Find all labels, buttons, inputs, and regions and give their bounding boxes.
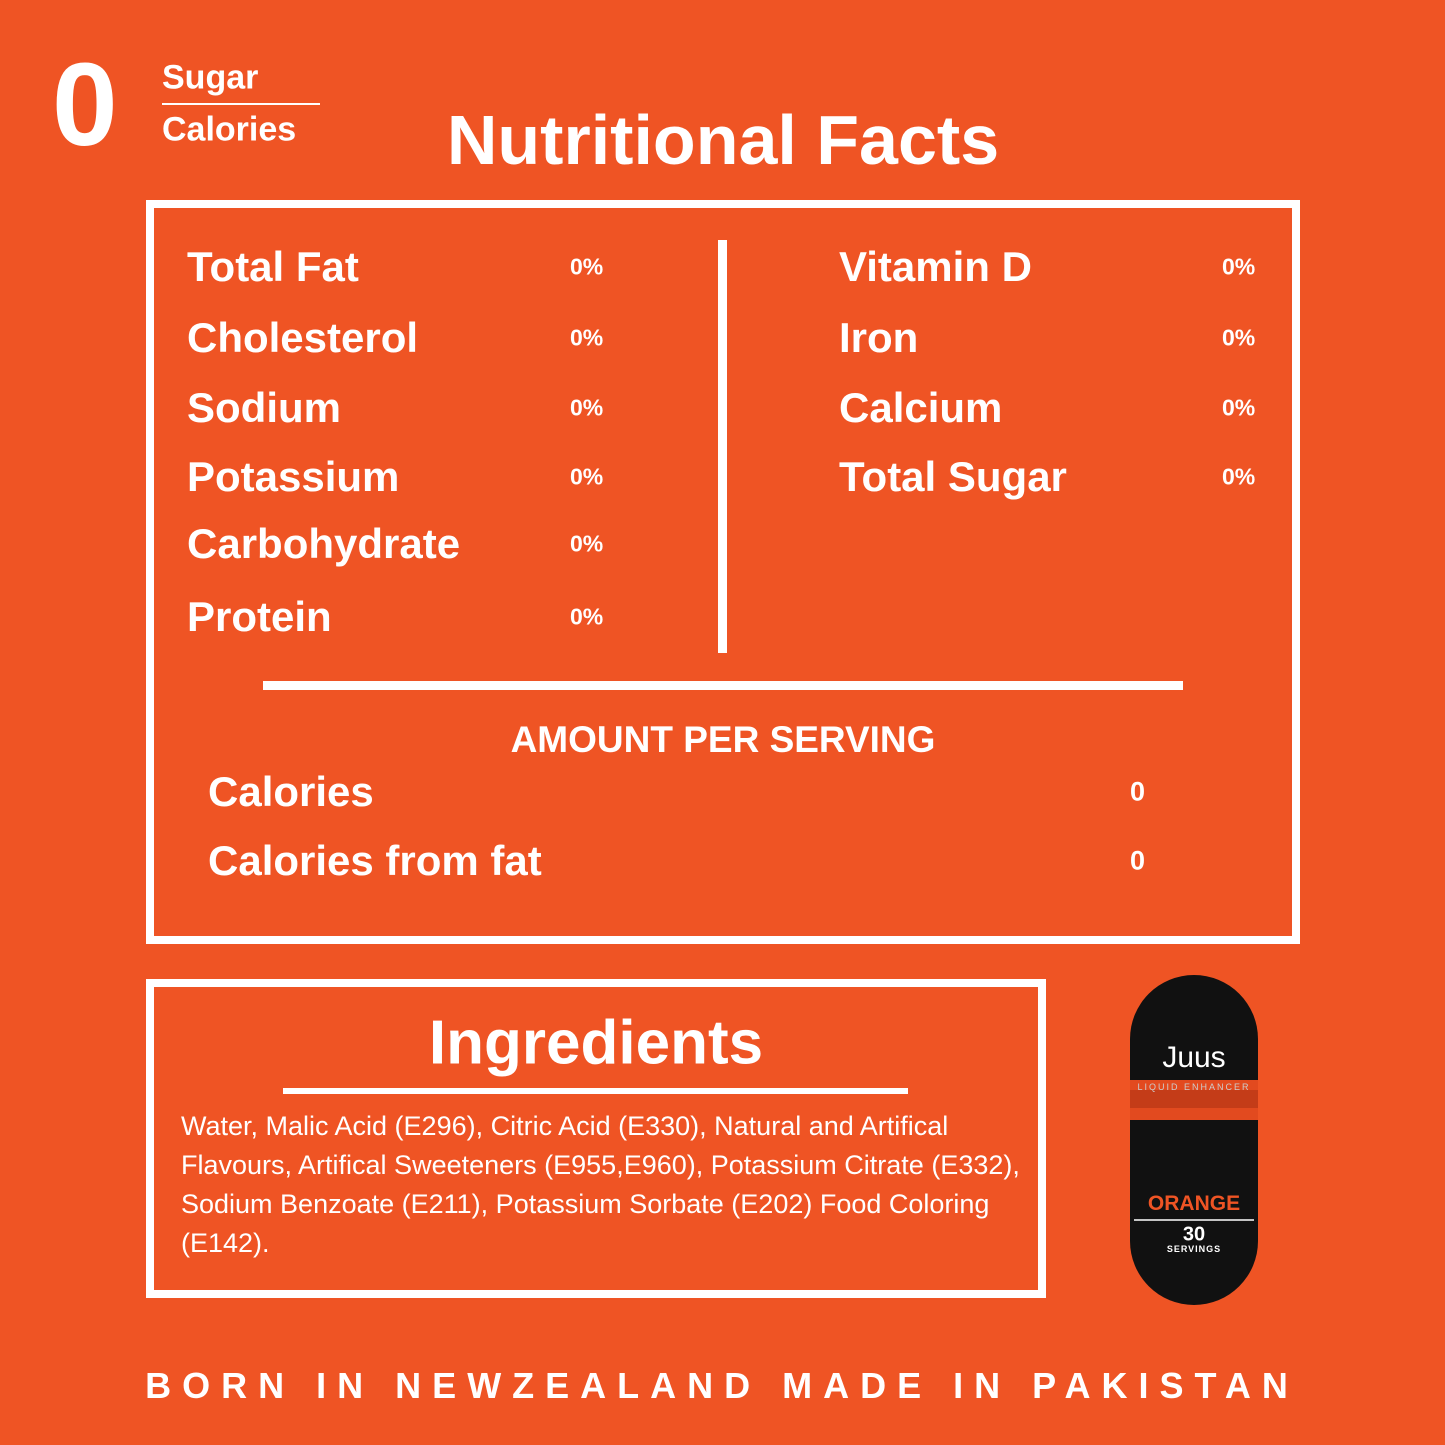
nutrient-name: Potassium [187,453,400,500]
nutrient-value: 0% [570,394,604,421]
product-subtitle: LIQUID ENHANCER [1137,1082,1251,1092]
title: Nutritional Facts [446,101,1000,179]
ingredients-box [146,979,1046,1298]
nutrient-value: 0% [1222,253,1256,280]
nutrient-value: 0% [1222,463,1256,490]
logo-rule [162,103,320,105]
product-brand: Juus [1162,1041,1226,1074]
footer: BORN IN NEWZEALAND MADE IN PAKISTAN [145,1365,1299,1406]
nutrient-value: 0% [570,253,604,280]
capsule-body [1130,975,1258,1305]
facts-box [146,200,1300,944]
nutrient-name: Cholesterol [187,314,419,361]
ingredients-rule [283,1088,908,1094]
nutrient-value: 0% [570,603,604,630]
serving-name: Calories from fat [208,837,542,884]
nutrient-name: Calcium [839,384,1003,431]
product-servings-label: SERVINGS [1166,1244,1222,1254]
serving-heading: AMOUNT PER SERVING [510,719,936,760]
nutrient-name: Total Fat [187,243,359,290]
nutrient-name: Vitamin D [839,243,1032,290]
product-servings: 30 [1182,1223,1206,1246]
product-capsule [1130,975,1258,1305]
nutrient-value: 0% [1222,324,1256,351]
nutrient-value: 0% [570,530,604,557]
logo-line2: Calories [162,110,297,149]
nutrient-name: Carbohydrate [187,520,461,567]
capsule-window-shade [1130,1090,1258,1108]
column-divider [718,240,727,653]
serving-name: Calories [208,768,374,815]
serving-value: 0 [1130,776,1146,807]
nutrient-value: 0% [1222,394,1256,421]
logo-number: 0 [52,39,118,171]
product-flavor: ORANGE [1147,1192,1241,1215]
ingredients-title: Ingredients [428,1008,764,1078]
section-divider [263,681,1183,690]
ingredients-text: Water, Malic Acid (E296), Citric Acid (E… [181,1111,1020,1258]
nutrient-name: Protein [187,593,332,640]
nutrient-name: Total Sugar [839,453,1067,500]
nutrient-name: Sodium [187,384,341,431]
nutrient-name: Iron [839,314,919,361]
serving-value: 0 [1130,845,1146,876]
logo-line1: Sugar [162,58,259,97]
nutrient-value: 0% [570,463,604,490]
nutrient-value: 0% [570,324,604,351]
